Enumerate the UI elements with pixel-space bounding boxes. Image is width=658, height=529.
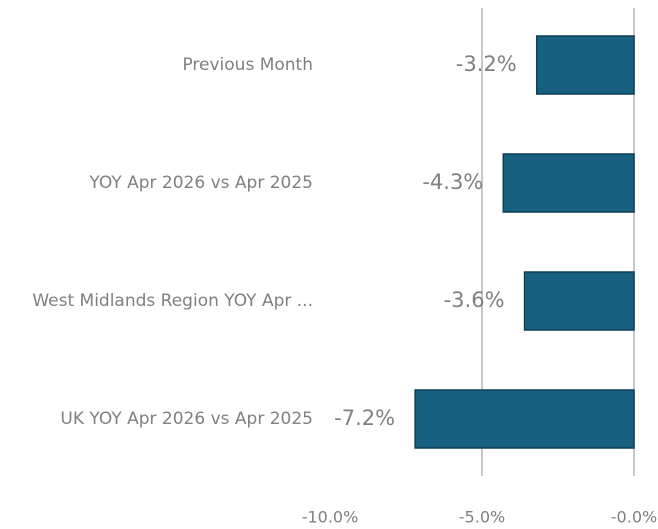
bar — [523, 271, 635, 331]
value-label: -3.6% — [444, 288, 505, 312]
value-label: -3.2% — [456, 52, 517, 76]
bar — [535, 35, 635, 95]
value-label: -4.3% — [422, 170, 483, 194]
value-label: -7.2% — [334, 406, 395, 430]
x-tick-label: -5.0% — [459, 508, 505, 527]
x-tick-label: -10.0% — [302, 508, 359, 527]
category-label: YOY Apr 2026 vs Apr 2025 — [88, 173, 313, 193]
category-label: UK YOY Apr 2026 vs Apr 2025 — [60, 409, 313, 429]
category-label: West Midlands Region YOY Apr ... — [32, 291, 313, 311]
bar — [414, 389, 635, 449]
category-label: Previous Month — [182, 55, 313, 75]
x-tick-label: -0.0% — [611, 508, 657, 527]
bar — [502, 153, 635, 213]
